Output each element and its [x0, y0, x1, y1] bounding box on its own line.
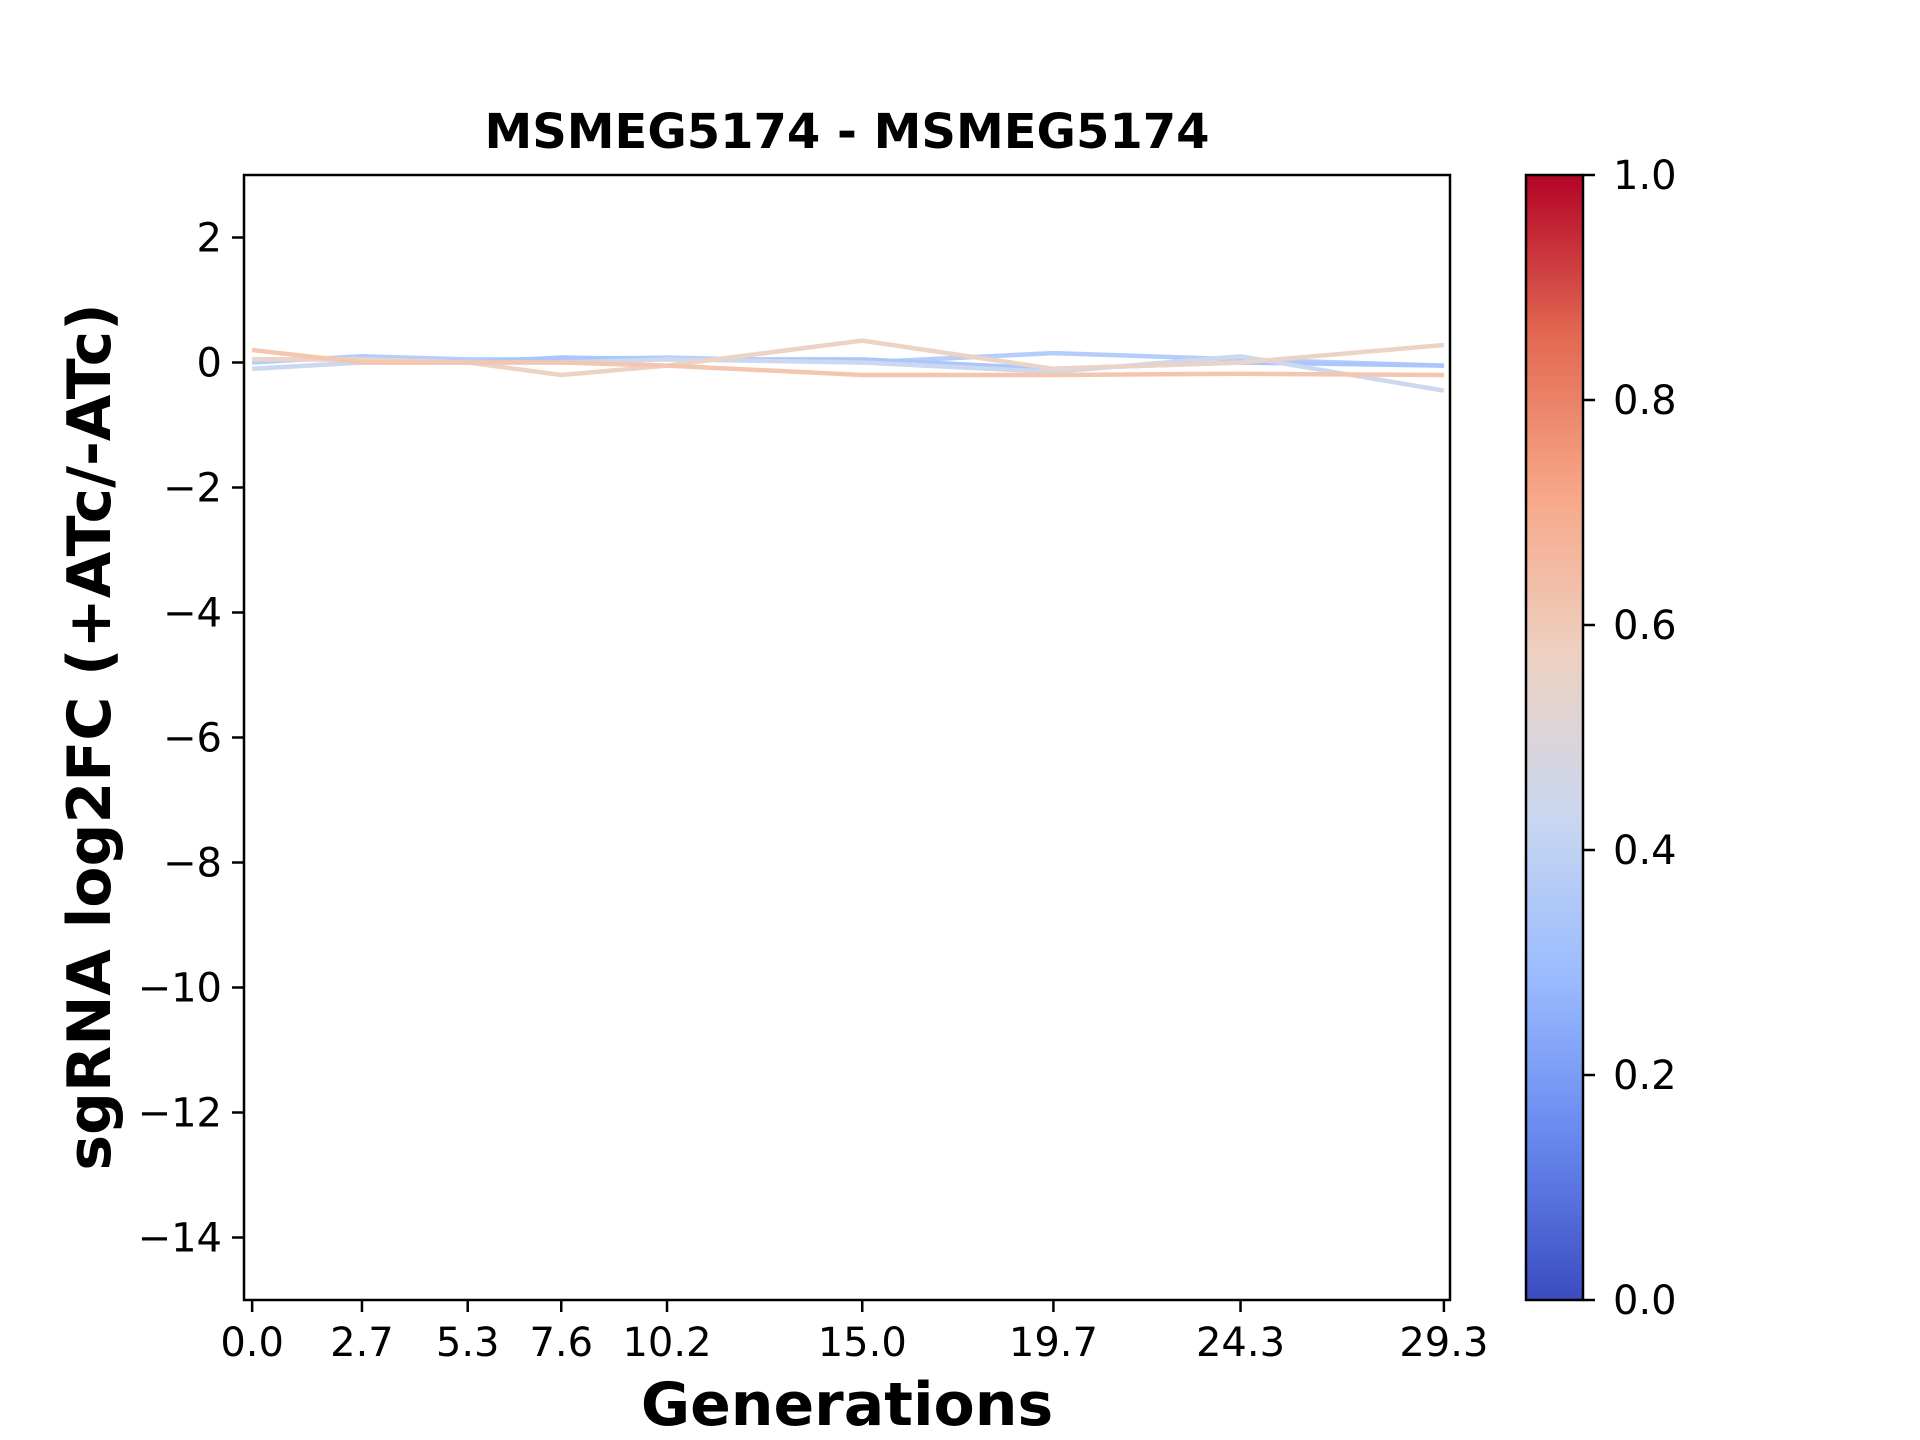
colorbar-axis: 1.0 0.8 0.6 0.4 0.2 0.0 — [1583, 153, 1677, 1324]
x-tick-label: 29.3 — [1399, 1320, 1488, 1366]
series-line-5 — [251, 347, 1444, 378]
y-tick-label: −12 — [138, 1091, 222, 1137]
colorbar-frame — [1524, 173, 1585, 1302]
y-tick-label: −8 — [163, 841, 222, 887]
x-axis-label: Generations — [641, 1370, 1053, 1440]
x-tick-label: 19.7 — [1009, 1320, 1098, 1366]
y-axis-label: sgRNA log2FC (+ATc/-ATc) — [55, 303, 125, 1170]
x-tick-label: 10.2 — [622, 1320, 711, 1366]
colorbar-tick-label: 0.0 — [1613, 1278, 1677, 1324]
x-tick-label: 7.6 — [529, 1320, 593, 1366]
y-tick-label: −14 — [138, 1216, 222, 1262]
chart-title: MSMEG5174 - MSMEG5174 — [484, 104, 1209, 160]
x-tick-label: 15.0 — [818, 1320, 907, 1366]
colorbar-tick-label: 0.6 — [1613, 603, 1677, 649]
colorbar-tick-label: 1.0 — [1613, 153, 1677, 199]
y-tick-label: −2 — [163, 466, 222, 512]
y-tick-label: −10 — [138, 966, 222, 1012]
y-tick-label: 2 — [197, 216, 222, 262]
x-axis: 0.0 2.7 5.3 7.6 10.2 15.0 19.7 24.3 29.3 — [220, 1300, 1488, 1366]
y-tick-label: 0 — [197, 341, 222, 387]
x-tick-label: 0.0 — [220, 1320, 284, 1366]
y-axis: 2 0 −2 −4 −6 −8 −10 −12 −14 — [138, 216, 244, 1262]
x-tick-label: 2.7 — [330, 1320, 394, 1366]
colorbar-tick-label: 0.8 — [1613, 378, 1677, 424]
x-tick-label: 24.3 — [1196, 1320, 1285, 1366]
colorbar-tick-label: 0.2 — [1613, 1053, 1677, 1099]
y-tick-label: −4 — [163, 591, 222, 637]
series-layer — [251, 338, 1445, 393]
y-tick-label: −6 — [163, 716, 222, 762]
x-tick-label: 5.3 — [436, 1320, 500, 1366]
colorbar-tick-label: 0.4 — [1613, 828, 1677, 874]
colorbar — [1526, 175, 1583, 1300]
